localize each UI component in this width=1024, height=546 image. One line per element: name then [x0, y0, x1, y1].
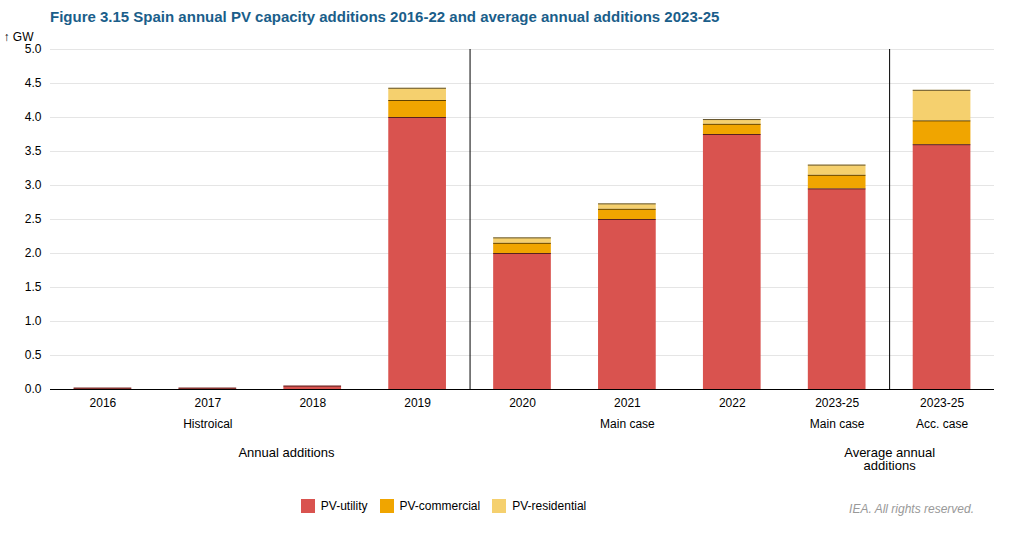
svg-text:3.0: 3.0 [25, 178, 42, 192]
html-text:Figure 3.15 Spain annual PV ca: Figure 3.15 Spain annual PV capacity add… [50, 8, 720, 25]
svg-text:0.0: 0.0 [25, 382, 42, 396]
svg-text:1.0: 1.0 [25, 314, 42, 328]
svg-text:4.0: 4.0 [25, 110, 42, 124]
svg-text:Main case: Main case [810, 417, 865, 431]
svg-text:Acc. case: Acc. case [916, 417, 968, 431]
svg-text:Annual additions: Annual additions [238, 445, 335, 460]
svg-text:2.0: 2.0 [25, 246, 42, 260]
svg-text:Average annualadditions: Average annualadditions [844, 445, 935, 473]
html-text:PV-utility: PV-utility [320, 498, 368, 513]
svg-text:2023-25: 2023-25 [815, 396, 859, 410]
svg-text:Histroical: Histroical [183, 417, 232, 431]
svg-text:2023-25: 2023-25 [920, 396, 964, 410]
html-text:PV-commercial: PV-commercial [399, 498, 481, 513]
html-text:IEA. All rights reserved.: IEA. All rights reserved. [849, 501, 974, 516]
svg-text:2022: 2022 [719, 396, 746, 410]
svg-text:2021: 2021 [614, 396, 641, 410]
svg-text:5.0: 5.0 [25, 42, 42, 56]
svg-text:2.5: 2.5 [25, 212, 42, 226]
svg-text:1.5: 1.5 [25, 280, 42, 294]
svg-text:0.5: 0.5 [25, 348, 42, 362]
svg-text:2019: 2019 [404, 396, 431, 410]
svg-text:2016: 2016 [90, 396, 117, 410]
svg-text:4.5: 4.5 [25, 76, 42, 90]
svg-text:Main case: Main case [600, 417, 655, 431]
svg-text:2018: 2018 [299, 396, 326, 410]
svg-text:3.5: 3.5 [25, 144, 42, 158]
svg-text:2020: 2020 [509, 396, 536, 410]
svg-text:2017: 2017 [194, 396, 221, 410]
html-text:PV-residential: PV-residential [512, 498, 587, 513]
svg-text:↑ GW: ↑ GW [4, 30, 35, 44]
